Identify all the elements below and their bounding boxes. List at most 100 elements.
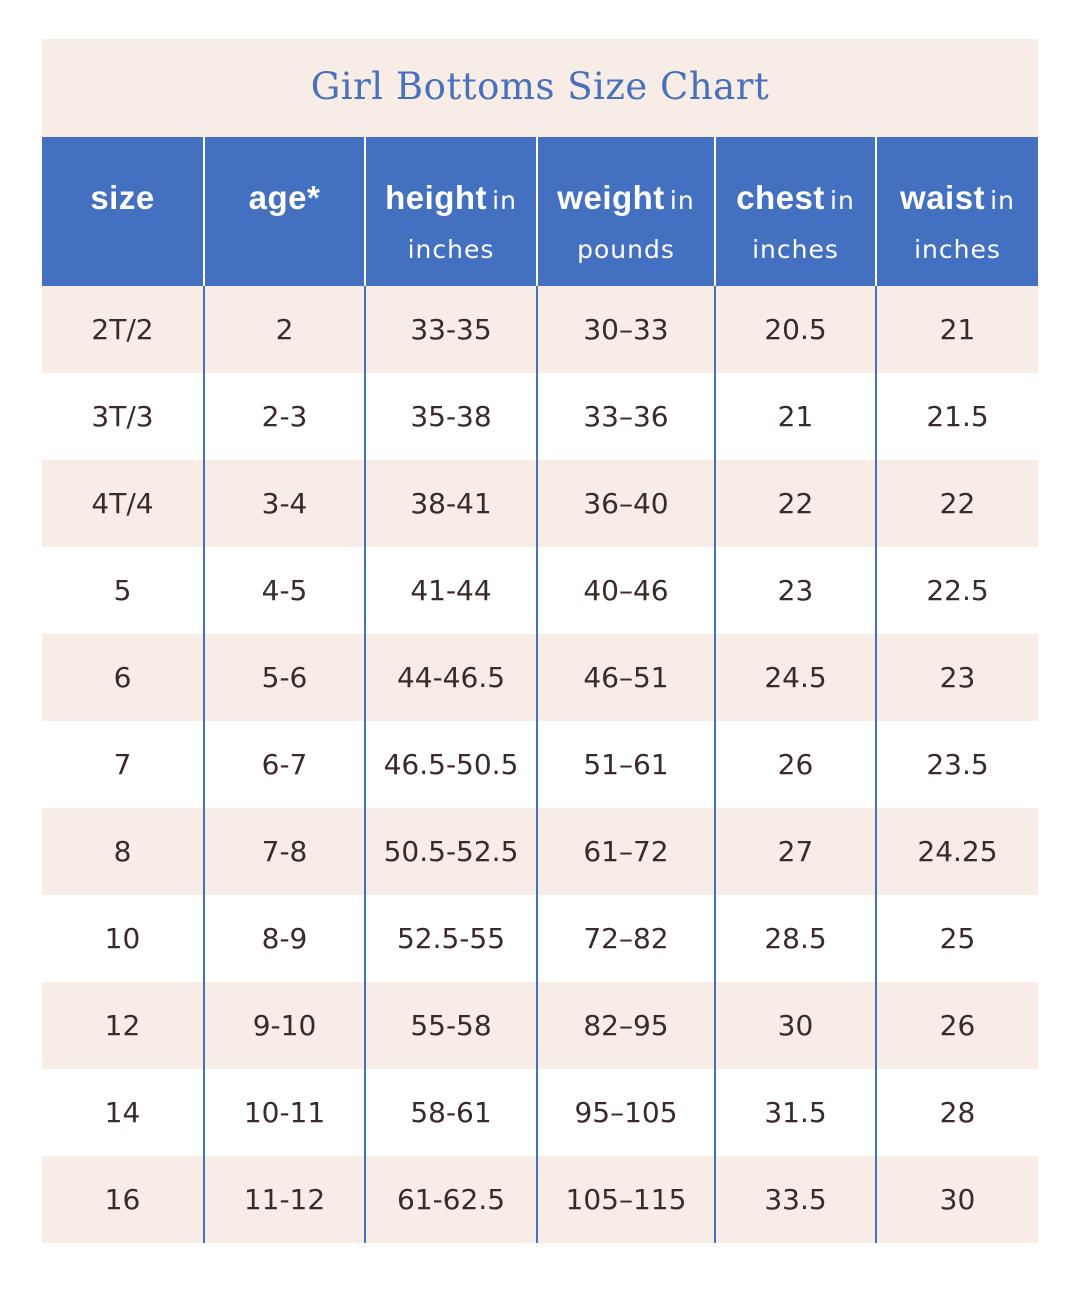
header-chest-label: chest (736, 179, 825, 216)
cell-size: 6 (42, 634, 204, 721)
cell-age: 11-12 (203, 1156, 365, 1243)
cell-size: 16 (42, 1156, 204, 1243)
cell-chest: 26 (714, 721, 876, 808)
header-waist-unit: inches (914, 235, 1001, 264)
cell-size: 7 (42, 721, 204, 808)
cell-age: 4-5 (203, 547, 365, 634)
table-row: 5 4-5 41-44 40–46 23 22.5 (42, 547, 1038, 634)
cell-size: 8 (42, 808, 204, 895)
cell-height: 46.5-50.5 (364, 721, 537, 808)
cell-chest: 21 (714, 373, 876, 460)
cell-chest: 31.5 (714, 1069, 876, 1156)
cell-size: 12 (42, 982, 204, 1069)
table-row: 6 5-6 44-46.5 46–51 24.5 23 (42, 634, 1038, 721)
cell-waist: 25 (875, 895, 1038, 982)
header-height-in: in (492, 186, 517, 215)
cell-age: 3-4 (203, 460, 365, 547)
table-row: 14 10-11 58-61 95–105 31.5 28 (42, 1069, 1038, 1156)
cell-waist: 30 (875, 1156, 1038, 1243)
cell-weight: 33–36 (536, 373, 715, 460)
cell-chest: 33.5 (714, 1156, 876, 1243)
cell-weight: 95–105 (536, 1069, 715, 1156)
title-band: Girl Bottoms Size Chart (42, 39, 1038, 137)
header-weight-unit: pounds (577, 235, 675, 264)
cell-chest: 24.5 (714, 634, 876, 721)
cell-waist: 24.25 (875, 808, 1038, 895)
cell-height: 61-62.5 (364, 1156, 537, 1243)
table-row: 2T/2 2 33-35 30–33 20.5 21 (42, 286, 1038, 373)
header-height-label: height (385, 179, 488, 216)
cell-waist: 28 (875, 1069, 1038, 1156)
header-age: age* (203, 137, 365, 286)
cell-weight: 30–33 (536, 286, 715, 373)
header-size-label: size (90, 179, 155, 216)
header-waist-label: waist (900, 179, 986, 216)
cell-waist: 23 (875, 634, 1038, 721)
cell-chest: 22 (714, 460, 876, 547)
cell-height: 38-41 (364, 460, 537, 547)
header-size: size (42, 137, 204, 286)
table-row: 16 11-12 61-62.5 105–115 33.5 30 (42, 1156, 1038, 1243)
header-chest-unit: inches (752, 235, 839, 264)
cell-age: 2-3 (203, 373, 365, 460)
table-row: 4T/4 3-4 38-41 36–40 22 22 (42, 460, 1038, 547)
header-weight-in: in (669, 186, 695, 215)
table-row: 8 7-8 50.5-52.5 61–72 27 24.25 (42, 808, 1038, 895)
cell-height: 33-35 (364, 286, 537, 373)
cell-age: 5-6 (203, 634, 365, 721)
table-row: 12 9-10 55-58 82–95 30 26 (42, 982, 1038, 1069)
cell-waist: 26 (875, 982, 1038, 1069)
header-waist-in: in (990, 186, 1015, 215)
cell-waist: 22.5 (875, 547, 1038, 634)
cell-height: 44-46.5 (364, 634, 537, 721)
header-row: size age* height in inches weight in (42, 137, 1038, 286)
header-height-unit: inches (407, 235, 495, 264)
table-row: 7 6-7 46.5-50.5 51–61 26 23.5 (42, 721, 1038, 808)
cell-waist: 21 (875, 286, 1038, 373)
cell-weight: 36–40 (536, 460, 715, 547)
cell-weight: 82–95 (536, 982, 715, 1069)
size-table: size age* height in inches weight in (42, 137, 1038, 1243)
chart-title: Girl Bottoms Size Chart (310, 64, 770, 108)
cell-chest: 27 (714, 808, 876, 895)
cell-size: 5 (42, 547, 204, 634)
header-weight-label: weight (557, 179, 665, 216)
cell-waist: 22 (875, 460, 1038, 547)
cell-size: 3T/3 (42, 373, 204, 460)
cell-height: 52.5-55 (364, 895, 537, 982)
table-row: 10 8-9 52.5-55 72–82 28.5 25 (42, 895, 1038, 982)
cell-age: 6-7 (203, 721, 365, 808)
header-height: height in inches (364, 137, 537, 286)
cell-waist: 23.5 (875, 721, 1038, 808)
cell-age: 7-8 (203, 808, 365, 895)
cell-height: 50.5-52.5 (364, 808, 537, 895)
cell-weight: 46–51 (536, 634, 715, 721)
cell-chest: 23 (714, 547, 876, 634)
cell-chest: 28.5 (714, 895, 876, 982)
header-waist: waist in inches (875, 137, 1038, 286)
cell-size: 14 (42, 1069, 204, 1156)
header-weight: weight in pounds (536, 137, 715, 286)
cell-chest: 30 (714, 982, 876, 1069)
cell-age: 8-9 (203, 895, 365, 982)
cell-height: 41-44 (364, 547, 537, 634)
cell-height: 58-61 (364, 1069, 537, 1156)
header-chest-in: in (830, 186, 855, 215)
header-chest: chest in inches (714, 137, 876, 286)
cell-age: 2 (203, 286, 365, 373)
size-chart: Girl Bottoms Size Chart size age* height… (42, 39, 1038, 1243)
cell-size: 4T/4 (42, 460, 204, 547)
cell-weight: 105–115 (536, 1156, 715, 1243)
cell-chest: 20.5 (714, 286, 876, 373)
cell-size: 2T/2 (42, 286, 204, 373)
cell-waist: 21.5 (875, 373, 1038, 460)
header-age-label: age* (248, 179, 321, 216)
table-body: 2T/2 2 33-35 30–33 20.5 21 3T/3 2-3 35-38 33–36 21… (42, 286, 1038, 1243)
cell-age: 10-11 (203, 1069, 365, 1156)
cell-weight: 51–61 (536, 721, 715, 808)
cell-weight: 40–46 (536, 547, 715, 634)
cell-age: 9-10 (203, 982, 365, 1069)
cell-size: 10 (42, 895, 204, 982)
cell-weight: 72–82 (536, 895, 715, 982)
table-row: 3T/3 2-3 35-38 33–36 21 21.5 (42, 373, 1038, 460)
